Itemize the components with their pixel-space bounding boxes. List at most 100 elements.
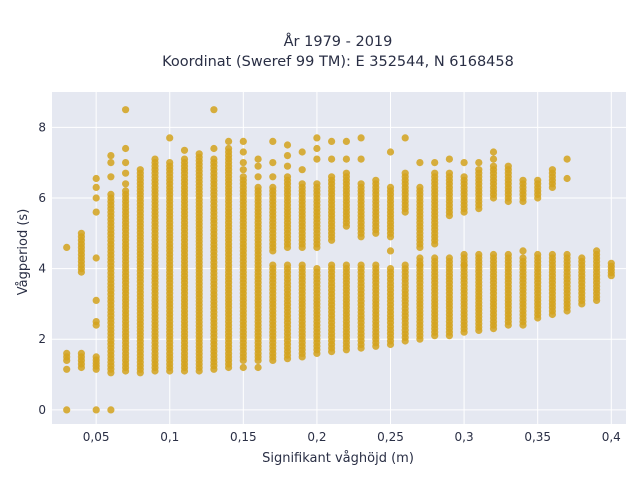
data-point: [92, 254, 100, 262]
data-point: [328, 155, 336, 163]
data-point: [269, 183, 277, 191]
y-tick-label: 2: [38, 332, 46, 346]
x-tick-label: 0,25: [377, 430, 404, 444]
data-point: [386, 265, 395, 273]
data-point: [548, 250, 557, 259]
data-point: [92, 296, 100, 304]
data-point: [122, 159, 130, 167]
x-tick-label: 0,2: [307, 430, 326, 444]
data-point: [460, 159, 468, 167]
data-point: [210, 106, 218, 114]
x-tick-label: 0,4: [602, 430, 621, 444]
data-point: [416, 254, 424, 262]
data-point: [254, 162, 262, 170]
data-point: [519, 176, 527, 184]
data-point: [357, 180, 365, 188]
data-point: [269, 173, 277, 181]
data-point: [475, 166, 483, 174]
data-point: [504, 250, 512, 259]
data-point: [254, 183, 262, 191]
data-point: [298, 261, 306, 269]
data-point: [357, 134, 365, 142]
data-point: [77, 349, 85, 357]
data-point: [151, 155, 159, 163]
data-point: [475, 159, 483, 167]
data-point: [328, 173, 336, 181]
data-point: [534, 176, 542, 184]
data-point: [489, 148, 498, 156]
data-point: [401, 261, 409, 269]
data-point: [431, 169, 439, 177]
data-point: [489, 250, 498, 259]
data-point: [372, 176, 380, 184]
data-point: [239, 166, 247, 174]
data-point: [63, 365, 71, 373]
data-point: [313, 180, 321, 188]
x-tick-label: 0,35: [524, 430, 551, 444]
data-point: [107, 406, 115, 414]
data-point: [92, 208, 100, 216]
data-point: [269, 137, 277, 145]
data-point: [534, 250, 542, 259]
data-point: [563, 155, 571, 163]
chart-title-line-1: År 1979 - 2019: [284, 33, 393, 50]
data-point: [313, 144, 321, 153]
data-point: [431, 159, 439, 167]
data-point: [122, 180, 130, 188]
data-point: [136, 166, 144, 174]
data-point: [122, 106, 130, 114]
data-point: [225, 137, 233, 145]
data-point: [386, 247, 395, 255]
data-point: [122, 144, 130, 153]
x-tick-label: 0,05: [83, 430, 110, 444]
y-tick-label: 4: [38, 262, 46, 276]
data-point: [386, 183, 395, 191]
data-point: [239, 159, 247, 167]
data-point: [313, 265, 321, 273]
data-point: [254, 155, 262, 163]
data-point: [63, 243, 71, 251]
data-point: [283, 173, 292, 181]
data-point: [107, 152, 115, 160]
data-point: [460, 173, 468, 181]
data-point: [239, 148, 247, 156]
data-point: [563, 250, 571, 259]
y-axis-label: Vågperiod (s): [16, 209, 31, 296]
y-tick-label: 0: [38, 403, 46, 417]
data-point: [239, 363, 247, 372]
data-point: [445, 155, 453, 163]
data-point: [92, 194, 100, 202]
data-point: [239, 173, 247, 181]
chart-title-line-2: Koordinat (Sweref 99 TM): E 352544, N 61…: [162, 54, 514, 70]
data-point: [122, 169, 130, 177]
data-point: [254, 173, 262, 181]
data-point: [416, 159, 424, 167]
data-point: [328, 261, 336, 269]
data-point: [92, 183, 100, 191]
data-point: [386, 148, 395, 156]
data-point: [107, 173, 115, 181]
x-tick-label: 0,15: [230, 430, 257, 444]
data-point: [445, 254, 453, 262]
data-point: [283, 152, 292, 160]
y-axis-ticks: 0 2 4 6 8: [38, 120, 46, 417]
data-point: [401, 134, 409, 142]
x-tick-label: 0,1: [160, 430, 179, 444]
data-point: [195, 150, 203, 158]
data-point: [210, 155, 218, 163]
data-point: [283, 162, 292, 170]
data-point: [357, 261, 365, 269]
plot-area: [52, 92, 626, 424]
data-point: [225, 144, 233, 153]
x-axis-ticks: 0,05 0,1 0,15 0,2 0,25 0,3 0,35 0,4: [83, 430, 621, 444]
data-point: [357, 155, 365, 163]
data-point: [489, 155, 498, 163]
y-tick-label: 8: [38, 120, 46, 134]
data-point: [460, 261, 468, 269]
x-tick-label: 0,3: [455, 430, 474, 444]
data-point: [563, 174, 571, 183]
data-point: [166, 134, 174, 142]
data-point: [401, 169, 409, 177]
data-point: [475, 250, 483, 259]
